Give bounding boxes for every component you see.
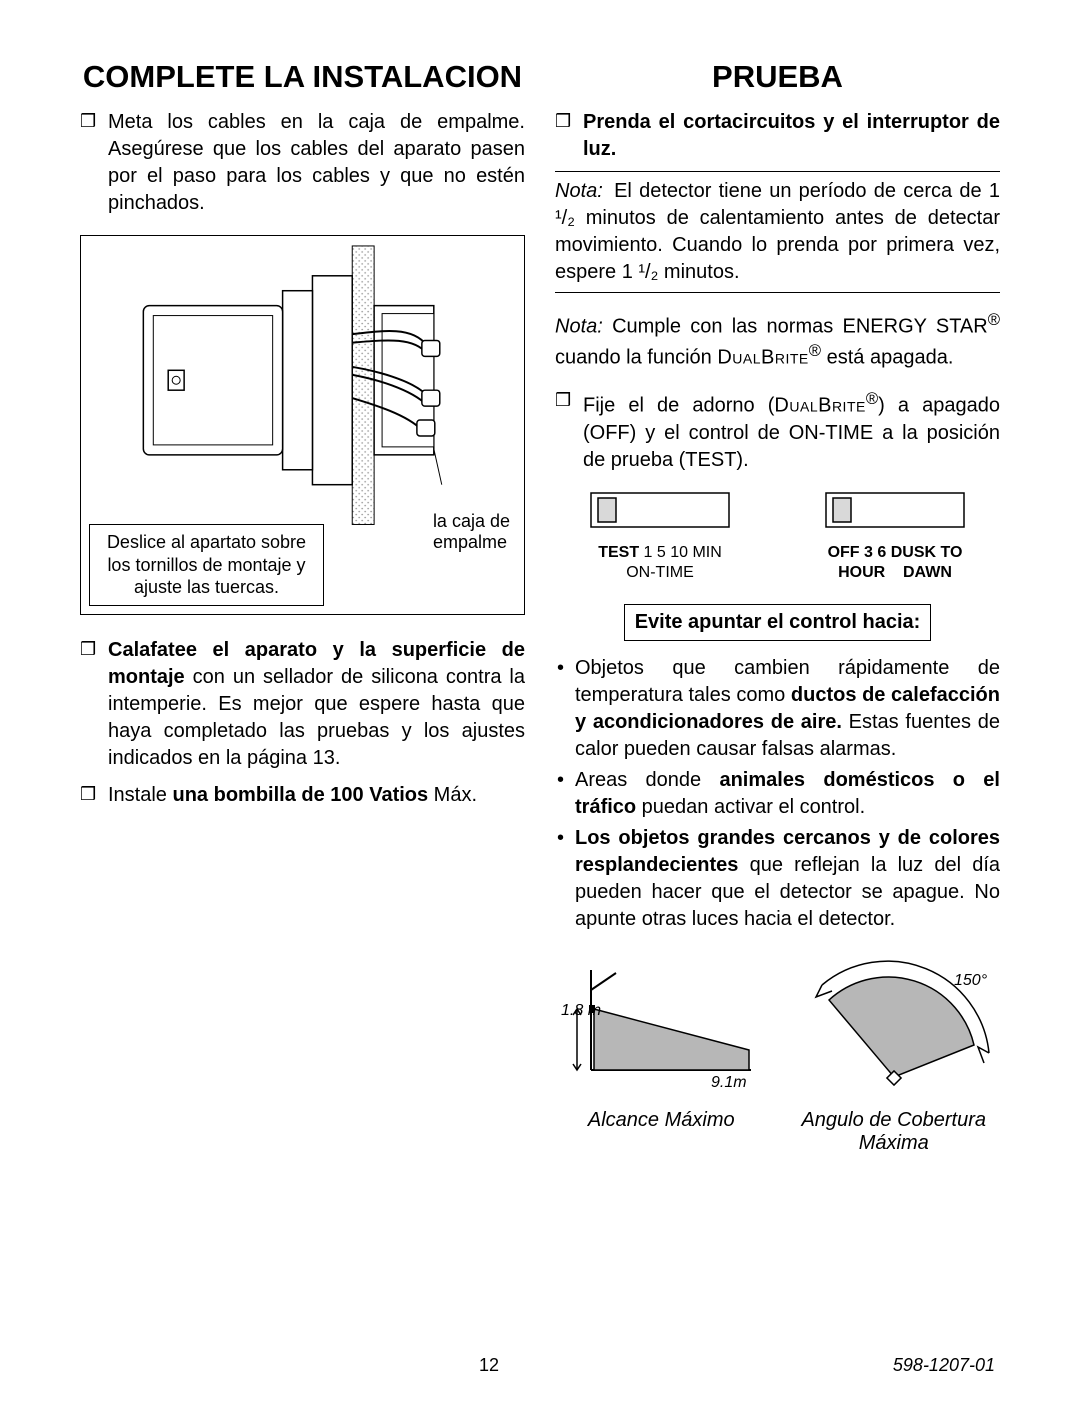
right-column: PRUEBA ❒ Prenda el cortacircuitos y el i…	[555, 58, 1000, 1155]
note-2-brand: DualBrite	[717, 347, 808, 369]
left-item-2: ❒ Calafatee el aparato y la superficie d…	[80, 637, 525, 772]
switch-right: OFF 3 6 DUSK TO HOUR DAWN	[790, 492, 1000, 584]
range-right-svg: 150°	[794, 955, 994, 1095]
range-left-svg: 1.8 m 9.1m	[561, 955, 761, 1095]
left-item-1-text: Meta los cables en la caja de empalme. A…	[108, 109, 525, 217]
switch-right-line2: HOUR DAWN	[790, 563, 1000, 584]
range-right-caption: Angulo de Cobertura Máxima	[788, 1109, 1001, 1155]
page-number: 12	[479, 1355, 499, 1376]
note-1-label: Nota:	[555, 180, 603, 202]
left-column: COMPLETE LA INSTALACION ❒ Meta los cable…	[80, 58, 525, 1155]
right-item-2-a: Fije el de adorno (	[583, 395, 774, 417]
diagram-label-right-2: empalme	[433, 532, 507, 552]
note-2: Nota: Cumple con las normas ENERGY STAR®…	[555, 309, 1000, 372]
switch-left-line2: ON-TIME	[555, 563, 765, 584]
right-title: PRUEBA	[555, 58, 1000, 97]
diagram-label-right: la caja de empalme	[433, 511, 510, 554]
page-footer: 12 598-1207-01	[0, 1355, 1080, 1376]
range-figures: 1.8 m 9.1m Alcance Máximo 150°	[555, 955, 1000, 1155]
note-2-label: Nota:	[555, 315, 603, 337]
junction-box-diagram: Deslice al apartato sobre los tornillos …	[80, 235, 525, 615]
left-item-3-pre: Instale	[108, 784, 172, 806]
left-item-3-post: Máx.	[428, 784, 477, 806]
avoid-item-3: Los objetos grandes cercanos y de colore…	[555, 825, 1000, 933]
right-item-2-brand: DualBrite	[774, 395, 865, 417]
right-item-2: ❒ Fije el de adorno (DualBrite®) a apaga…	[555, 388, 1000, 474]
right-item-1-text: Prenda el cortacircuitos y el interrupto…	[583, 109, 1000, 163]
diagram-label-left: Deslice al apartato sobre los tornillos …	[89, 524, 324, 606]
switch-left-line1: TEST 1 5 10 MIN	[555, 543, 765, 564]
range-right: 150° Angulo de Cobertura Máxima	[788, 955, 1001, 1155]
checkbox-icon: ❒	[555, 109, 583, 134]
svg-text:9.1m: 9.1m	[711, 1074, 747, 1091]
checkbox-icon: ❒	[80, 637, 108, 662]
part-number: 598-1207-01	[893, 1355, 995, 1376]
checkbox-icon: ❒	[80, 782, 108, 807]
avoid-item-2: Areas donde animales domésticos o el trá…	[555, 767, 1000, 821]
range-height-text: 1.8 m	[561, 1002, 601, 1019]
range-left: 1.8 m 9.1m Alcance Máximo	[555, 955, 768, 1155]
switch-right-svg	[825, 492, 965, 532]
note-2-b: cuando la función	[555, 347, 717, 369]
switch-left-svg	[590, 492, 730, 532]
left-item-1: ❒ Meta los cables en la caja de empalme.…	[80, 109, 525, 217]
checkbox-icon: ❒	[555, 388, 583, 413]
left-item-3: ❒ Instale una bombilla de 100 Vatios Máx…	[80, 782, 525, 809]
note-1: Nota: El detector tiene un período de ce…	[555, 171, 1000, 293]
range-left-caption: Alcance Máximo	[555, 1109, 768, 1132]
avoid-item-1: Objetos que cambien rápidamente de tempe…	[555, 655, 1000, 763]
switch-right-line1: OFF 3 6 DUSK TO	[790, 543, 1000, 564]
svg-text:150°: 150°	[954, 972, 988, 989]
avoid-box: Evite apuntar el control hacia:	[624, 604, 932, 641]
left-title: COMPLETE LA INSTALACION	[80, 58, 525, 97]
right-item-2-text: Fije el de adorno (DualBrite®) a apagado…	[583, 388, 1000, 474]
note-2-a: Cumple con las normas ENERGY STAR	[603, 315, 988, 337]
left-item-2-text: Calafatee el aparato y la superficie de …	[108, 637, 525, 772]
left-item-3-bold: una bombilla de 100 Vatios	[172, 784, 428, 806]
checkbox-icon: ❒	[80, 109, 108, 134]
switch-left: TEST 1 5 10 MIN ON-TIME	[555, 492, 765, 584]
note-1-body: El detector tiene un período de cerca de…	[555, 180, 1000, 283]
right-item-1-bold: Prenda el cortacircuitos y el interrupto…	[583, 111, 1000, 160]
switch-diagrams: TEST 1 5 10 MIN ON-TIME OFF 3 6 DUSK TO …	[555, 492, 1000, 584]
right-item-1: ❒ Prenda el cortacircuitos y el interrup…	[555, 109, 1000, 163]
left-item-3-text: Instale una bombilla de 100 Vatios Máx.	[108, 782, 525, 809]
note-2-c: está apagada.	[821, 347, 953, 369]
diagram-label-right-1: la caja de	[433, 511, 510, 531]
avoid-list: Objetos que cambien rápidamente de tempe…	[555, 655, 1000, 933]
